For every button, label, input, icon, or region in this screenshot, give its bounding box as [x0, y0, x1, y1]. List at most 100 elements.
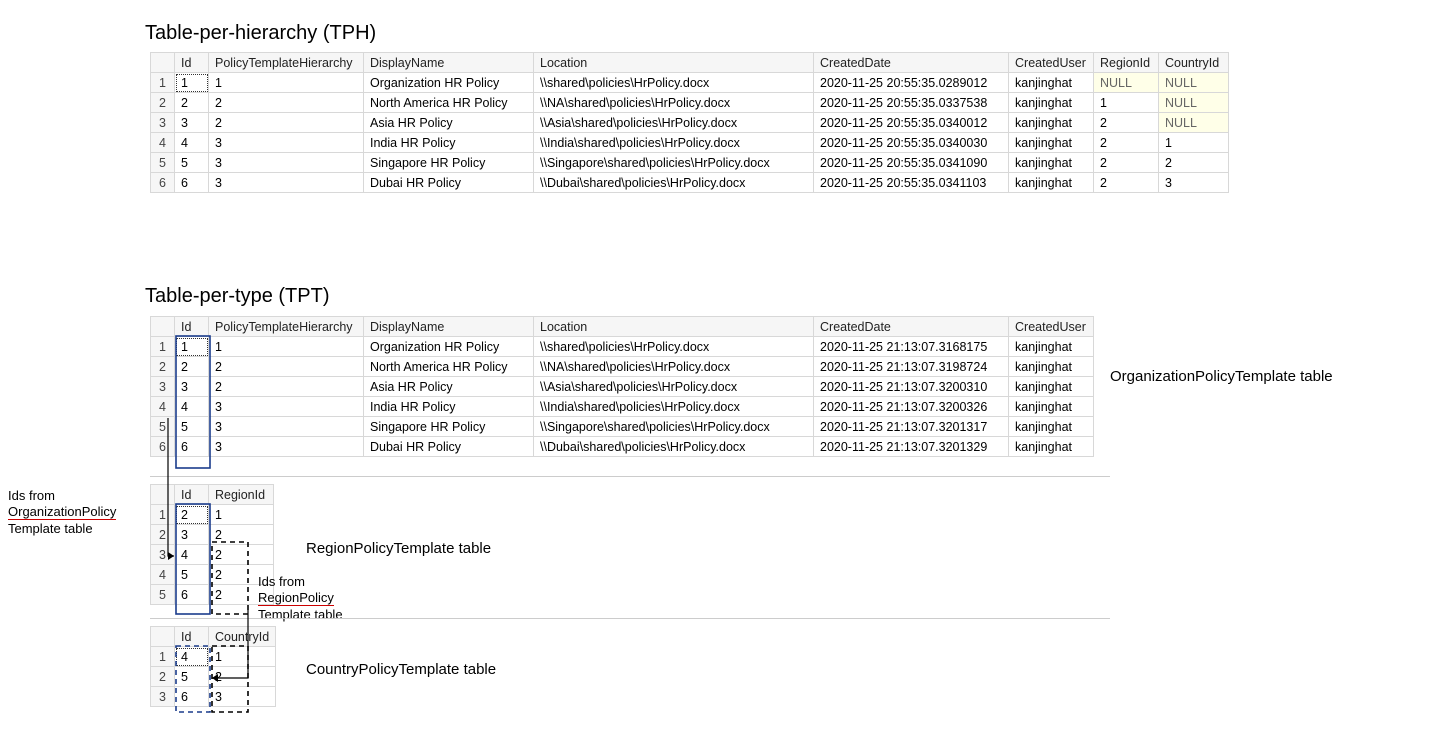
- table-row[interactable]: 232: [151, 525, 274, 545]
- col-header[interactable]: RegionId: [209, 485, 274, 505]
- col-header[interactable]: PolicyTemplateHierarchy: [209, 53, 364, 73]
- cell[interactable]: 2020-11-25 21:13:07.3168175: [814, 337, 1009, 357]
- cell[interactable]: 6: [175, 585, 209, 605]
- cell[interactable]: 3: [175, 113, 209, 133]
- cell[interactable]: 2020-11-25 21:13:07.3200326: [814, 397, 1009, 417]
- col-header[interactable]: RegionId: [1094, 53, 1159, 73]
- cell[interactable]: 2: [209, 113, 364, 133]
- cell[interactable]: \\Dubai\shared\policies\HrPolicy.docx: [534, 437, 814, 457]
- cell[interactable]: 2020-11-25 20:55:35.0341103: [814, 173, 1009, 193]
- cell[interactable]: \\NA\shared\policies\HrPolicy.docx: [534, 93, 814, 113]
- col-header[interactable]: DisplayName: [364, 53, 534, 73]
- cell[interactable]: kanjinghat: [1009, 153, 1094, 173]
- table-row[interactable]: 553Singapore HR Policy\\Singapore\shared…: [151, 153, 1229, 173]
- table-row[interactable]: 562: [151, 585, 274, 605]
- cell[interactable]: 1: [209, 647, 276, 667]
- col-header[interactable]: Id: [175, 627, 209, 647]
- cell[interactable]: 2020-11-25 21:13:07.3200310: [814, 377, 1009, 397]
- cell[interactable]: 5: [175, 153, 209, 173]
- col-header[interactable]: CountryId: [209, 627, 276, 647]
- cell[interactable]: 6: [175, 687, 209, 707]
- cell[interactable]: kanjinghat: [1009, 133, 1094, 153]
- cell[interactable]: 2: [175, 93, 209, 113]
- cell[interactable]: 2: [209, 545, 274, 565]
- col-header[interactable]: Location: [534, 53, 814, 73]
- cell[interactable]: \\Asia\shared\policies\HrPolicy.docx: [534, 377, 814, 397]
- table-row[interactable]: 332Asia HR Policy\\Asia\shared\policies\…: [151, 377, 1094, 397]
- table-row[interactable]: 111Organization HR Policy\\shared\polici…: [151, 73, 1229, 93]
- cell[interactable]: 1: [209, 337, 364, 357]
- col-header[interactable]: Id: [175, 317, 209, 337]
- cell[interactable]: 4: [175, 133, 209, 153]
- cell[interactable]: \\Singapore\shared\policies\HrPolicy.doc…: [534, 153, 814, 173]
- cell[interactable]: 2: [209, 667, 276, 687]
- cell[interactable]: 5: [175, 565, 209, 585]
- cell[interactable]: Dubai HR Policy: [364, 437, 534, 457]
- table-row[interactable]: 222North America HR Policy\\NA\shared\po…: [151, 93, 1229, 113]
- cell[interactable]: 1: [209, 505, 274, 525]
- cell[interactable]: 2: [175, 505, 209, 525]
- cell[interactable]: 2: [1094, 173, 1159, 193]
- cell[interactable]: NULL: [1159, 113, 1229, 133]
- col-header[interactable]: CreatedUser: [1009, 53, 1094, 73]
- cell[interactable]: kanjinghat: [1009, 113, 1094, 133]
- table-row[interactable]: 452: [151, 565, 274, 585]
- cell[interactable]: 2020-11-25 20:55:35.0340030: [814, 133, 1009, 153]
- col-header[interactable]: Location: [534, 317, 814, 337]
- cell[interactable]: 3: [209, 437, 364, 457]
- cell[interactable]: 2: [175, 357, 209, 377]
- cell[interactable]: North America HR Policy: [364, 93, 534, 113]
- col-header[interactable]: Id: [175, 53, 209, 73]
- cell[interactable]: 3: [175, 377, 209, 397]
- table-row[interactable]: 342: [151, 545, 274, 565]
- cell[interactable]: 4: [175, 647, 209, 667]
- cell[interactable]: 2020-11-25 21:13:07.3201329: [814, 437, 1009, 457]
- cell[interactable]: 1: [175, 337, 209, 357]
- cell[interactable]: kanjinghat: [1009, 93, 1094, 113]
- cell[interactable]: \\Singapore\shared\policies\HrPolicy.doc…: [534, 417, 814, 437]
- cell[interactable]: 1: [1159, 133, 1229, 153]
- cell[interactable]: kanjinghat: [1009, 337, 1094, 357]
- table-row[interactable]: 121: [151, 505, 274, 525]
- cell[interactable]: 2020-11-25 21:13:07.3198724: [814, 357, 1009, 377]
- cell[interactable]: \\Dubai\shared\policies\HrPolicy.docx: [534, 173, 814, 193]
- cell[interactable]: 2020-11-25 20:55:35.0289012: [814, 73, 1009, 93]
- cell[interactable]: 4: [175, 545, 209, 565]
- cell[interactable]: \\shared\policies\HrPolicy.docx: [534, 337, 814, 357]
- cell[interactable]: kanjinghat: [1009, 437, 1094, 457]
- cell[interactable]: 2020-11-25 20:55:35.0337538: [814, 93, 1009, 113]
- cell[interactable]: \\Asia\shared\policies\HrPolicy.docx: [534, 113, 814, 133]
- cell[interactable]: NULL: [1094, 73, 1159, 93]
- cell[interactable]: India HR Policy: [364, 133, 534, 153]
- col-header[interactable]: CountryId: [1159, 53, 1229, 73]
- cell[interactable]: 6: [175, 173, 209, 193]
- col-header[interactable]: Id: [175, 485, 209, 505]
- cell[interactable]: 2020-11-25 21:13:07.3201317: [814, 417, 1009, 437]
- cell[interactable]: kanjinghat: [1009, 357, 1094, 377]
- cell[interactable]: 2: [209, 525, 274, 545]
- cell[interactable]: 6: [175, 437, 209, 457]
- table-row[interactable]: 443India HR Policy\\India\shared\policie…: [151, 397, 1094, 417]
- cell[interactable]: 3: [1159, 173, 1229, 193]
- col-header[interactable]: PolicyTemplateHierarchy: [209, 317, 364, 337]
- cell[interactable]: 3: [209, 397, 364, 417]
- cell[interactable]: 2020-11-25 20:55:35.0341090: [814, 153, 1009, 173]
- col-header[interactable]: CreatedUser: [1009, 317, 1094, 337]
- table-row[interactable]: 222North America HR Policy\\NA\shared\po…: [151, 357, 1094, 377]
- cell[interactable]: 2: [1094, 113, 1159, 133]
- cell[interactable]: Singapore HR Policy: [364, 153, 534, 173]
- cell[interactable]: Dubai HR Policy: [364, 173, 534, 193]
- table-row[interactable]: 663Dubai HR Policy\\Dubai\shared\policie…: [151, 437, 1094, 457]
- cell[interactable]: Asia HR Policy: [364, 113, 534, 133]
- cell[interactable]: 5: [175, 667, 209, 687]
- table-row[interactable]: 332Asia HR Policy\\Asia\shared\policies\…: [151, 113, 1229, 133]
- table-row[interactable]: 141: [151, 647, 276, 667]
- cell[interactable]: 2020-11-25 20:55:35.0340012: [814, 113, 1009, 133]
- table-row[interactable]: 363: [151, 687, 276, 707]
- cell[interactable]: kanjinghat: [1009, 73, 1094, 93]
- cell[interactable]: Asia HR Policy: [364, 377, 534, 397]
- cell[interactable]: 3: [209, 173, 364, 193]
- cell[interactable]: 3: [209, 133, 364, 153]
- cell[interactable]: 2: [209, 357, 364, 377]
- cell[interactable]: Organization HR Policy: [364, 337, 534, 357]
